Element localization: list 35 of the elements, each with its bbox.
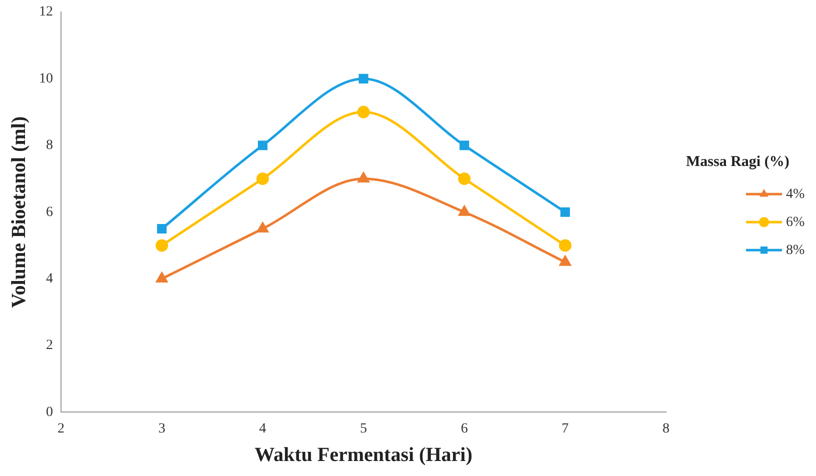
y-axis-title: Volume Bioetanol (ml) [8, 116, 30, 308]
x-tick-label: 5 [360, 421, 367, 436]
point [458, 206, 470, 216]
legend-label: 4% [786, 186, 805, 202]
y-tick-label: 8 [46, 138, 53, 154]
y-tick-label: 6 [46, 204, 53, 220]
point [157, 224, 167, 234]
y-tick-label: 0 [46, 404, 53, 420]
legend-title: Massa Ragi (%) [686, 154, 790, 170]
point [358, 172, 370, 182]
point [257, 222, 268, 233]
point [156, 272, 168, 283]
point [460, 140, 470, 150]
point [357, 106, 370, 118]
x-tick-label: 4 [259, 421, 266, 436]
y-tick-label: 2 [46, 338, 53, 354]
point [258, 140, 268, 150]
point [256, 172, 269, 185]
x-tick-label: 2 [58, 421, 64, 436]
y-tick-label: 10 [39, 71, 53, 86]
y-tick-label: 12 [39, 4, 53, 20]
legend-label: 8% [786, 242, 805, 258]
y-tick-label: 4 [46, 271, 53, 286]
point [558, 239, 572, 252]
x-tick-label: 3 [158, 421, 166, 436]
x-axis-title: Waktu Fermentasi (Hari) [254, 444, 472, 466]
point [458, 172, 471, 185]
point [358, 74, 368, 84]
point [560, 256, 571, 266]
x-tick-label: 8 [662, 421, 670, 436]
legend-label: 6% [786, 214, 805, 230]
point [560, 207, 570, 217]
point [156, 239, 168, 252]
x-tick-label: 7 [562, 421, 569, 436]
x-tick-label: 6 [460, 421, 468, 436]
